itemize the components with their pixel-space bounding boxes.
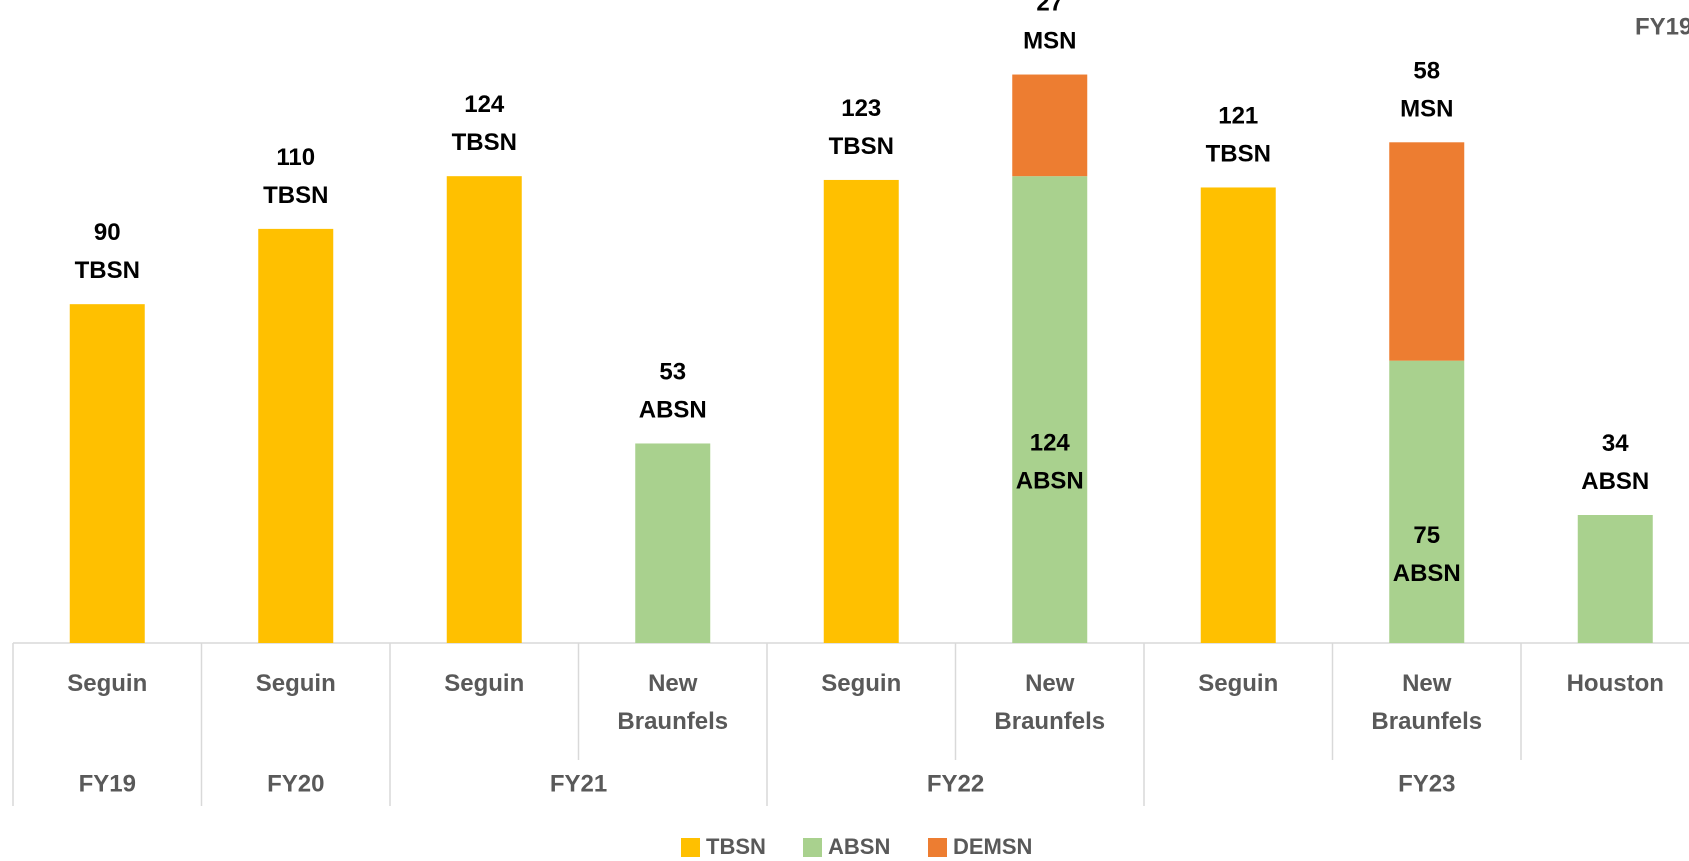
legend-swatch [928,838,947,857]
legend-label: DEMSN [953,834,1032,859]
bar-segment [1200,187,1276,643]
data-label: 121 TBSN [1206,103,1271,168]
x-tick-label: New Braunfels [994,670,1105,735]
x-tick-label: Seguin [821,670,901,697]
data-label: 124 ABSN [1016,430,1084,495]
x-tick-label: Seguin [67,670,147,697]
data-label: 58 MSN [1400,58,1453,123]
bar-segment [1012,74,1088,177]
data-label: 124 TBSN [452,92,517,157]
group-label: FY20 [267,770,324,797]
bar-segment [635,443,711,643]
legend-swatch [803,838,822,857]
annotation: FY19 [1635,13,1689,40]
data-label: 123 TBSN [829,95,894,160]
bar-segment [69,304,145,643]
group-label: FY23 [1398,770,1455,797]
bar-segment [823,179,899,644]
x-tick-label: Seguin [256,670,336,697]
x-tick-label: Houston [1567,670,1664,697]
data-label: 27 MSN [1023,0,1076,55]
bar-segment [1389,142,1465,361]
group-label: FY22 [927,770,984,797]
x-tick-label: Seguin [444,670,524,697]
x-tick-label: New Braunfels [617,670,728,735]
legend-swatch [681,838,700,857]
data-label: 90 TBSN [75,220,140,285]
bar-segment [258,228,334,643]
legend-label: TBSN [706,834,766,859]
bar-segment [446,176,522,644]
data-label: 75 ABSN [1393,522,1461,587]
x-tick-label: New Braunfels [1371,670,1482,735]
bar-segment [1012,176,1088,644]
bar-segment [1577,515,1653,643]
group-label: FY19 [79,770,136,797]
data-label: 110 TBSN [263,144,328,209]
data-label: 34 ABSN [1581,430,1649,495]
data-label: 53 ABSN [639,359,707,424]
legend-label: ABSN [828,834,890,859]
x-tick-label: Seguin [1198,670,1278,697]
group-label: FY21 [550,770,607,797]
bar-segment [1389,360,1465,643]
